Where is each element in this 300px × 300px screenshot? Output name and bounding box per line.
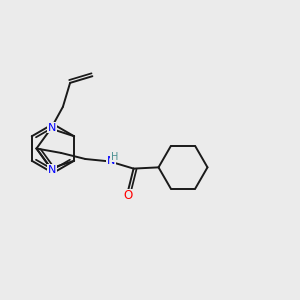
Text: N: N (48, 164, 56, 175)
Text: N: N (48, 122, 56, 133)
Text: O: O (123, 189, 133, 203)
Text: H: H (111, 152, 118, 162)
Text: N: N (107, 156, 115, 167)
